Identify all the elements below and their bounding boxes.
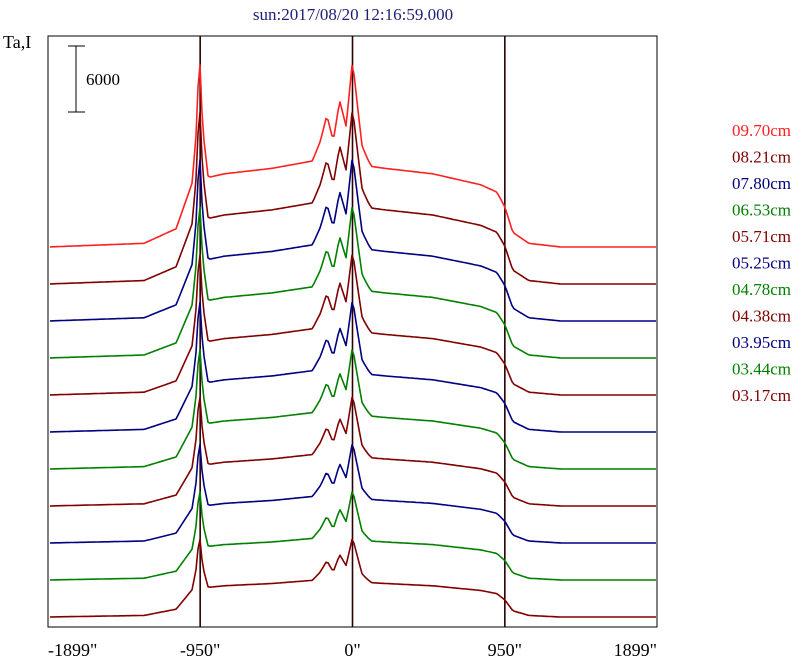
series-line-08.21cm xyxy=(50,111,656,285)
series-line-03.95cm xyxy=(49,443,656,544)
legend-entry: 03.17cm xyxy=(732,386,791,405)
x-tick-label: 0" xyxy=(344,640,360,660)
chart-title: sun:2017/08/20 12:16:59.000 xyxy=(253,5,453,24)
legend-entry: 08.21cm xyxy=(732,148,791,167)
x-tick-label: -950" xyxy=(180,640,220,660)
series-line-04.38cm xyxy=(49,396,656,507)
legend-entry: 05.71cm xyxy=(732,227,791,246)
legend-entry: 03.44cm xyxy=(732,360,791,379)
series-traces xyxy=(49,64,656,618)
legend-entry: 07.80cm xyxy=(732,174,791,193)
series-line-05.25cm xyxy=(50,301,656,433)
x-tick-label: 1899" xyxy=(614,640,657,660)
series-line-04.78cm xyxy=(49,348,656,470)
legend-entry: 05.25cm xyxy=(732,254,791,273)
legend-entry: 04.78cm xyxy=(732,280,791,299)
legend-entry: 03.95cm xyxy=(732,333,791,352)
y-axis-label: Ta,I xyxy=(3,32,31,52)
legend: 09.70cm 08.21cm 07.80cm 06.53cm 05.71cm 05.25… xyxy=(732,121,791,405)
series-line-06.53cm xyxy=(50,206,656,359)
scale-bar-label: 6000 xyxy=(86,70,120,89)
x-tick-labels: -1899" -950" 0" 950" 1899" xyxy=(48,640,657,660)
series-line-07.80cm xyxy=(50,159,656,322)
legend-entry: 09.70cm xyxy=(732,121,791,140)
legend-entry: 04.38cm xyxy=(732,307,791,326)
scale-bar: 6000 xyxy=(68,45,120,113)
legend-entry: 06.53cm xyxy=(732,201,791,220)
series-line-09.70cm xyxy=(49,64,656,248)
vertical-markers xyxy=(199,36,506,627)
series-line-05.71cm xyxy=(50,253,656,396)
x-tick-label: -1899" xyxy=(48,640,97,660)
x-tick-label: 950" xyxy=(488,640,522,660)
series-line-03.17cm xyxy=(49,538,656,618)
series-line-03.44cm xyxy=(49,491,656,581)
